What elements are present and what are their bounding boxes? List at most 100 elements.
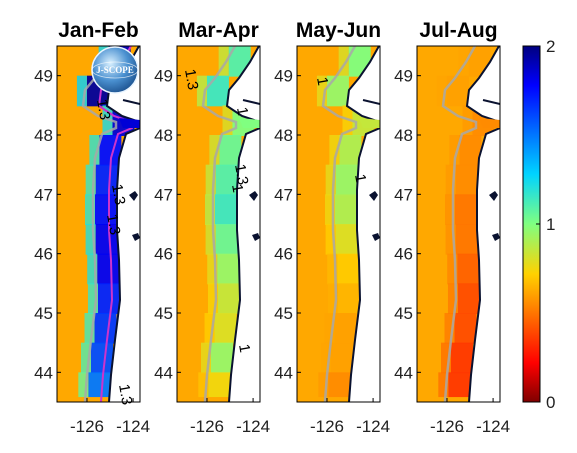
nearshore-cell bbox=[215, 224, 238, 255]
y-tick-label: 47 bbox=[394, 185, 413, 204]
strait-water bbox=[479, 118, 500, 128]
transition-cell bbox=[321, 342, 331, 374]
strait-water bbox=[359, 118, 380, 128]
map-panel: Jul-Aug 49 48 47 46 45 44 -126 -124 bbox=[394, 19, 510, 436]
transition-cell bbox=[85, 194, 95, 225]
y-tick-label: 49 bbox=[154, 67, 173, 86]
nearshore-cell bbox=[335, 224, 358, 255]
y-tick-label: 45 bbox=[154, 304, 173, 323]
estuary bbox=[372, 233, 380, 241]
transition-cell bbox=[325, 224, 336, 255]
nearshore-cell bbox=[219, 135, 242, 166]
y-tick-label: 47 bbox=[34, 185, 53, 204]
transition-cell bbox=[205, 194, 215, 225]
transition-cell bbox=[447, 253, 458, 285]
nearshore-cell bbox=[337, 253, 360, 285]
y-tick-label: 44 bbox=[154, 363, 173, 382]
y-tick-label: 49 bbox=[34, 67, 53, 86]
transition-cell bbox=[338, 46, 349, 77]
nearshore-cell bbox=[451, 342, 473, 374]
nearshore-cell bbox=[337, 283, 360, 314]
nearshore-cell bbox=[208, 372, 231, 398]
transition-cell bbox=[462, 105, 473, 136]
map-panel: 1.3 1.3 1.3 1.3 Jan-Feb 49 48 47 46 45 44 -126 -124 J… bbox=[34, 19, 150, 436]
panel-frame bbox=[56, 45, 141, 403]
nearshore-cell bbox=[334, 313, 357, 344]
nearshore-cell bbox=[457, 283, 480, 314]
estuary bbox=[132, 233, 140, 241]
contour-label: 1.3 bbox=[181, 68, 201, 91]
x-tick-label: -124 bbox=[236, 417, 270, 436]
y-tick-label: 49 bbox=[394, 67, 413, 86]
nearshore-cell bbox=[215, 164, 238, 196]
panel-title: May-Jun bbox=[296, 19, 381, 42]
land-area bbox=[467, 46, 500, 402]
nearshore-cell bbox=[326, 75, 349, 107]
nearshore-cell bbox=[97, 253, 120, 285]
contour-label: 1.3 bbox=[231, 163, 251, 186]
y-tick-label: 44 bbox=[394, 363, 413, 382]
contour-label: 1 bbox=[228, 183, 246, 194]
panel-frame bbox=[176, 45, 261, 403]
strait-shore bbox=[362, 99, 380, 105]
transition-cell bbox=[327, 253, 338, 285]
transition-cell bbox=[329, 135, 340, 166]
nearshore-cell bbox=[446, 75, 469, 107]
transition-cell bbox=[207, 283, 218, 314]
colorbar: 0 1 2 bbox=[522, 37, 555, 412]
x-tick-label: -126 bbox=[70, 417, 104, 436]
strait-shore bbox=[242, 99, 260, 105]
y-tick-label: 47 bbox=[154, 185, 173, 204]
nearshore-cell bbox=[95, 164, 118, 196]
contour-line bbox=[321, 46, 358, 402]
x-tick-label: -124 bbox=[356, 417, 390, 436]
panel-title: Jan-Feb bbox=[58, 19, 139, 42]
x-tick-label: -126 bbox=[430, 417, 464, 436]
transition-cell bbox=[327, 283, 338, 314]
y-tick-label: 45 bbox=[274, 304, 293, 323]
jscope-logo: J-SCOPE bbox=[91, 46, 139, 94]
contour-label: 1 bbox=[233, 106, 251, 117]
nearshore-cell bbox=[457, 253, 480, 285]
y-tick-label: 46 bbox=[394, 245, 413, 264]
transition-cell bbox=[76, 75, 87, 107]
transition-cell bbox=[438, 372, 449, 398]
nearshore-cell bbox=[454, 313, 477, 344]
nearshore-cell bbox=[95, 224, 118, 255]
transition-cell bbox=[447, 283, 458, 314]
transition-cell bbox=[198, 372, 209, 398]
contour-line bbox=[441, 46, 478, 402]
estuary bbox=[489, 191, 498, 201]
contour-label: 1.3 bbox=[93, 98, 113, 121]
y-tick-label: 48 bbox=[394, 126, 413, 145]
nearshore-cell bbox=[455, 164, 478, 196]
coastline bbox=[465, 46, 500, 402]
y-tick-label: 44 bbox=[34, 363, 53, 382]
contour-line bbox=[201, 46, 238, 402]
y-tick-label: 47 bbox=[274, 185, 293, 204]
strait-water bbox=[119, 118, 140, 128]
transition-cell bbox=[441, 342, 451, 374]
y-tick-label: 46 bbox=[274, 245, 293, 264]
transition-cell bbox=[102, 105, 113, 136]
nearshore-cell bbox=[335, 164, 358, 196]
x-tick-label: -126 bbox=[310, 417, 344, 436]
transition-cell bbox=[458, 46, 469, 77]
transition-cell bbox=[87, 283, 98, 314]
transition-cell bbox=[444, 313, 455, 344]
y-tick-label: 46 bbox=[34, 245, 53, 264]
transition-cell bbox=[85, 224, 96, 255]
transition-cell bbox=[324, 313, 335, 344]
estuary bbox=[369, 191, 378, 201]
y-tick-label: 48 bbox=[274, 126, 293, 145]
y-tick-label: 48 bbox=[34, 126, 53, 145]
transition-cell bbox=[205, 224, 216, 255]
strait-shore bbox=[482, 99, 500, 105]
transition-cell bbox=[222, 105, 233, 136]
panel-title: Jul-Aug bbox=[419, 19, 497, 42]
panel-frame bbox=[296, 45, 381, 403]
nearshore-cell bbox=[88, 372, 111, 398]
nearshore-cell bbox=[206, 75, 229, 107]
